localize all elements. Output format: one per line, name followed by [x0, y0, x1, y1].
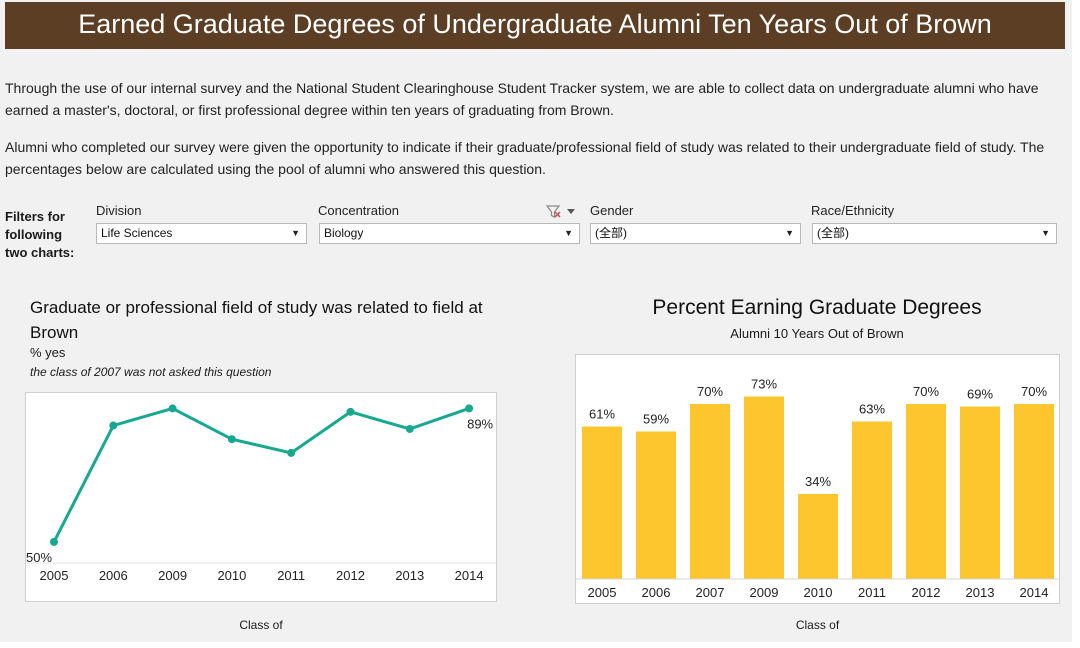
x-tick-label: 2014	[1020, 585, 1049, 600]
concentration-filter-value: Biology	[324, 226, 364, 240]
intro-paragraph-1: Through the use of our internal survey a…	[5, 80, 1039, 118]
chevron-down-icon: ▼	[1041, 228, 1050, 238]
bar	[852, 421, 892, 579]
data-label: 73%	[751, 377, 777, 392]
data-label: 70%	[697, 384, 723, 399]
bar	[690, 404, 730, 579]
bar	[582, 426, 622, 579]
data-point	[465, 404, 474, 413]
x-tick-label: 2010	[217, 568, 246, 583]
data-label: 70%	[1021, 384, 1047, 399]
data-point	[168, 404, 177, 413]
race-filter-label: Race/Ethnicity	[811, 203, 895, 218]
x-tick-label: 2013	[395, 568, 424, 583]
chevron-down-icon: ▼	[564, 228, 573, 238]
concentration-filter-label: Concentration	[318, 203, 399, 218]
division-filter-label: Division	[96, 203, 142, 218]
gender-filter-dropdown[interactable]: (全部) ▼	[590, 223, 801, 244]
bar-chart-svg: 61% 2005 59% 2006 70% 2007 73% 2009 34% 2010 63% 20…	[576, 377, 1059, 600]
bar-chart-x-axis-title: Class of	[795, 618, 840, 632]
chevron-down-icon: ▼	[291, 228, 300, 238]
concentration-filter-dropdown[interactable]: Biology ▼	[319, 223, 580, 244]
clear-filter-icon[interactable]	[545, 203, 577, 219]
x-tick-label: 2006	[99, 568, 128, 583]
data-label: 70%	[913, 384, 939, 399]
bar	[744, 396, 784, 579]
data-label: 63%	[859, 402, 885, 417]
race-filter-value: (全部)	[817, 226, 849, 240]
bar-chart: 61% 2005 59% 2006 70% 2007 73% 2009 34% 2010 63% 20…	[575, 354, 1060, 604]
x-tick-label: 2011	[858, 585, 886, 600]
bar-chart-title: Percent Earning Graduate Degrees	[652, 296, 982, 319]
line-chart-x-axis-title: Class of	[239, 618, 283, 632]
x-tick-label: 2012	[336, 568, 365, 583]
data-point	[109, 421, 118, 430]
data-label: 89%	[467, 416, 493, 431]
division-filter-dropdown[interactable]: Life Sciences ▼	[96, 223, 307, 244]
bar	[636, 431, 676, 579]
line-chart-title: Graduate or professional field of study …	[30, 298, 483, 342]
data-label: 50%	[26, 550, 52, 565]
x-tick-label: 2005	[40, 568, 69, 583]
intro-paragraph-2: Alumni who completed our survey were giv…	[5, 139, 1045, 177]
line-chart-svg: 2005 2006 2009 2010 2011 2012 2013 2014 50% 89%	[26, 404, 496, 583]
line-chart-note: the class of 2007 was not asked this que…	[30, 365, 272, 379]
bar	[906, 404, 946, 579]
line-chart-subtitle: % yes	[30, 345, 66, 360]
line-chart: 2005 2006 2009 2010 2011 2012 2013 2014 50% 89%	[25, 392, 497, 602]
bar	[798, 494, 838, 579]
x-tick-label: 2011	[277, 568, 305, 583]
data-label: 34%	[805, 474, 831, 489]
series-line	[52, 406, 470, 543]
x-tick-label: 2005	[588, 585, 617, 600]
gender-filter-value: (全部)	[595, 226, 627, 240]
data-label: 69%	[967, 387, 993, 402]
bar-chart-subtitle: Alumni 10 Years Out of Brown	[730, 326, 904, 341]
data-point	[227, 435, 236, 444]
x-tick-label: 2006	[642, 585, 671, 600]
data-point	[346, 407, 355, 416]
division-filter-value: Life Sciences	[101, 226, 173, 240]
x-tick-label: 2009	[158, 568, 187, 583]
x-tick-label: 2007	[696, 585, 725, 600]
page-title: Earned Graduate Degrees of Undergraduate…	[5, 2, 1065, 49]
x-tick-label: 2013	[966, 585, 995, 600]
bar	[960, 406, 1000, 579]
x-tick-label: 2014	[455, 568, 484, 583]
x-tick-label: 2012	[912, 585, 941, 600]
data-point	[287, 448, 296, 457]
chevron-down-icon: ▼	[785, 228, 794, 238]
bar	[1014, 404, 1054, 579]
filters-label: Filters for following two charts:	[5, 209, 75, 260]
data-point	[50, 537, 58, 546]
data-label: 61%	[589, 407, 615, 422]
race-filter-dropdown[interactable]: (全部) ▼	[812, 223, 1057, 244]
data-point	[405, 424, 414, 433]
x-tick-label: 2010	[804, 585, 833, 600]
x-tick-label: 2009	[750, 585, 779, 600]
gender-filter-label: Gender	[590, 203, 634, 218]
data-label: 59%	[643, 412, 669, 427]
